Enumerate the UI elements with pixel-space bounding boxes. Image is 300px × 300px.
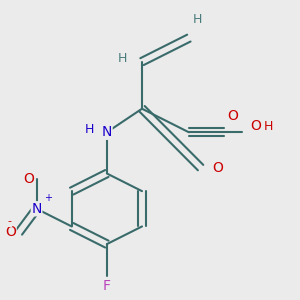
Text: H: H	[118, 52, 128, 65]
Text: -: -	[8, 216, 12, 226]
Text: H: H	[263, 120, 273, 133]
Text: +: +	[44, 193, 52, 203]
Text: O: O	[250, 119, 261, 134]
Text: O: O	[212, 160, 223, 175]
Text: O: O	[227, 110, 238, 123]
Text: H: H	[193, 13, 202, 26]
Text: N: N	[102, 125, 112, 139]
Text: O: O	[23, 172, 34, 186]
Text: H: H	[84, 123, 94, 136]
Text: F: F	[103, 279, 111, 293]
Text: N: N	[32, 202, 42, 216]
Text: O: O	[5, 225, 16, 239]
